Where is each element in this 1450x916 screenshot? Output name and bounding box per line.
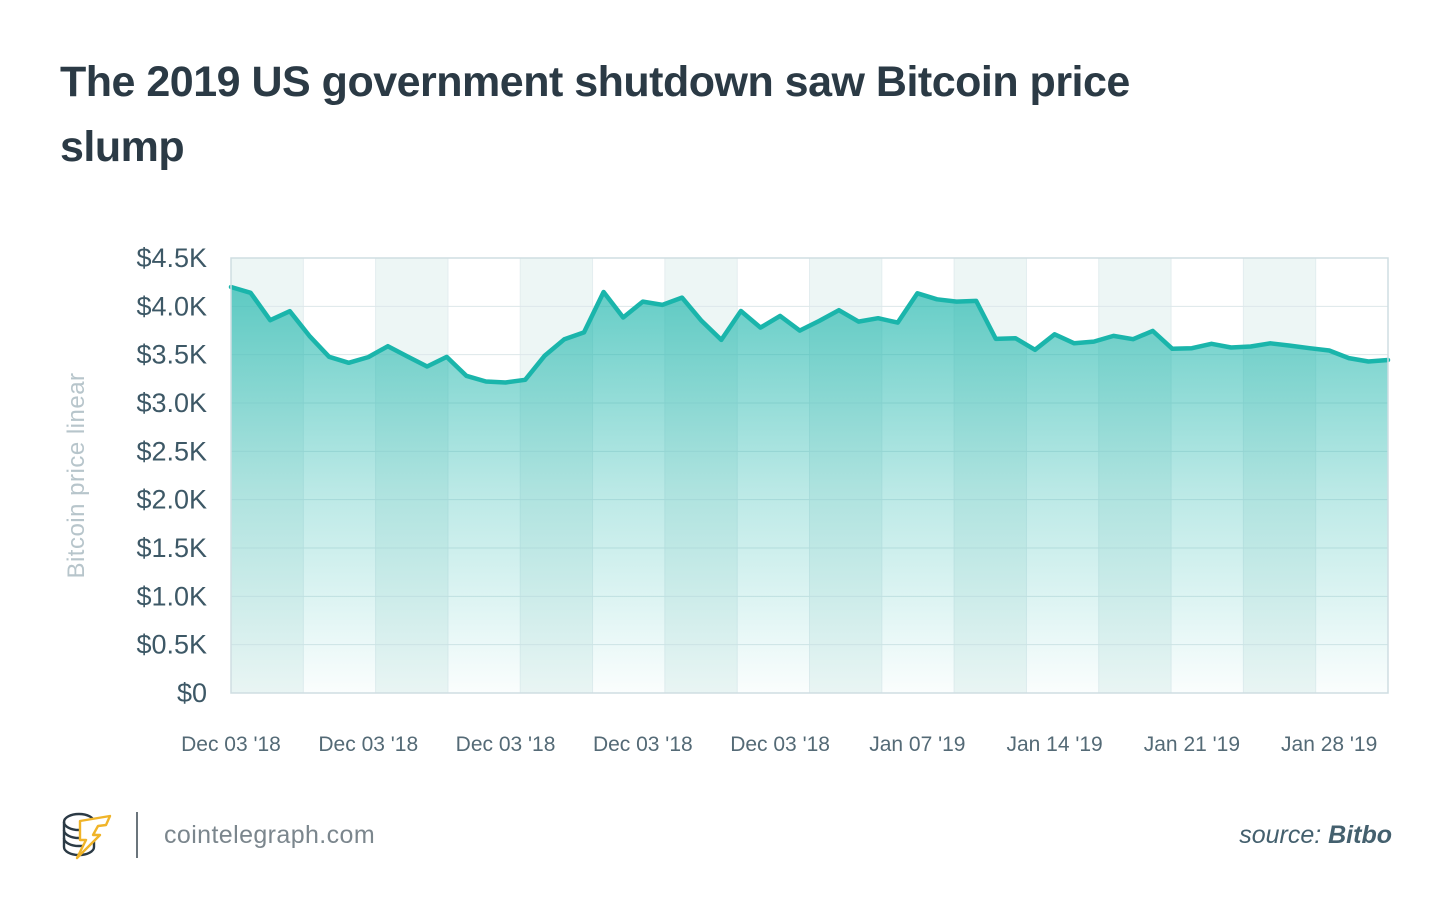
- x-tick-label: Jan 21 '19: [1144, 733, 1240, 756]
- x-tick-label: Jan 14 '19: [1006, 733, 1102, 756]
- bitcoin-price-area-chart: $4.5K $4.0K $3.5K $3.0K $2.5K $2.0K $1.5K $1.0K…: [63, 243, 1391, 756]
- y-tick-label: $2.0K: [136, 485, 207, 515]
- price-line: [228, 284, 1391, 385]
- footer-divider: [136, 812, 138, 858]
- x-tick-label: Jan 28 '19: [1281, 733, 1377, 756]
- page-title: The 2019 US government shutdown saw Bitc…: [60, 58, 1130, 171]
- x-tick-label: Dec 03 '18: [730, 733, 830, 756]
- cointelegraph-logo-icon: [62, 812, 112, 860]
- x-tick-label: Dec 03 '18: [456, 733, 556, 756]
- y-tick-label: $1.5K: [136, 533, 207, 563]
- y-tick-label: $4.5K: [136, 243, 207, 273]
- x-tick-label: Dec 03 '18: [593, 733, 693, 756]
- y-tick-label: $0.5K: [136, 630, 207, 660]
- x-tick-label: Dec 03 '18: [181, 733, 281, 756]
- site-url: cointelegraph.com: [164, 820, 376, 849]
- footer: cointelegraph.com source: Bitbo: [60, 800, 1392, 870]
- source-credit: source: Bitbo: [1239, 821, 1392, 850]
- y-tick-label: $0: [177, 678, 207, 708]
- x-tick-label: Dec 03 '18: [318, 733, 418, 756]
- plot-border: [230, 257, 1389, 694]
- source-label: source:: [1239, 820, 1322, 849]
- price-area-fill: [231, 287, 1388, 693]
- lightning-bolt-icon: [75, 814, 112, 860]
- y-tick-label: $4.0K: [136, 291, 207, 321]
- y-tick-label: $3.0K: [136, 388, 207, 418]
- y-axis-title: Bitcoin price linear: [63, 372, 90, 578]
- y-tick-label: $2.5K: [136, 436, 207, 466]
- source-name: Bitbo: [1328, 820, 1392, 849]
- chart-area: $4.5K $4.0K $3.5K $3.0K $2.5K $2.0K $1.5K $1.0K…: [0, 230, 1450, 790]
- y-tick-label: $1.0K: [136, 581, 207, 611]
- y-tick-label: $3.5K: [136, 340, 207, 370]
- x-tick-label: Jan 07 '19: [869, 733, 965, 756]
- footer-branding: cointelegraph.com: [60, 809, 375, 861]
